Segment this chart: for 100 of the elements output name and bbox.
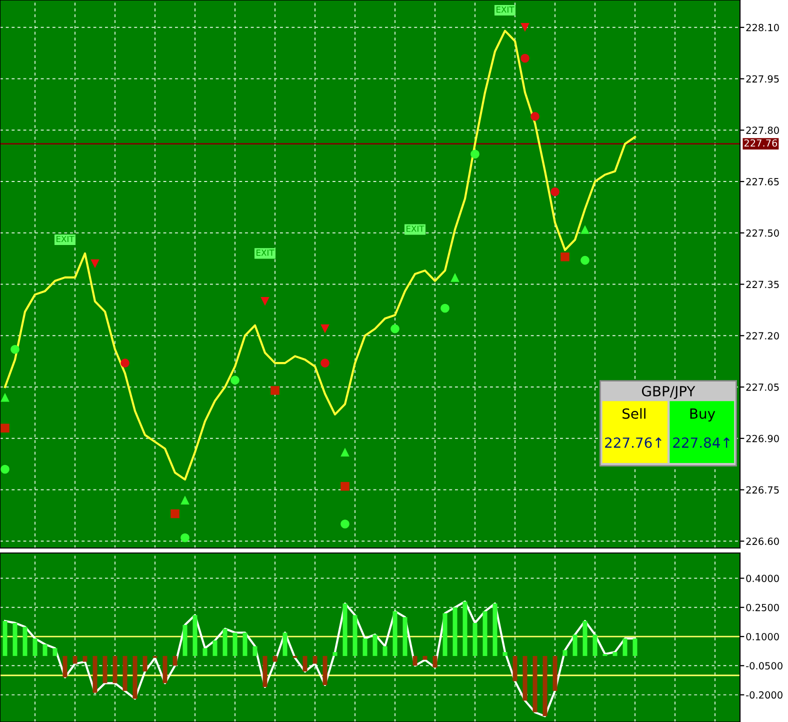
bar <box>452 607 458 656</box>
bar <box>32 638 38 656</box>
bar <box>52 648 58 656</box>
bar <box>262 656 268 688</box>
point <box>340 520 350 528</box>
y-tick-label: 227.05 <box>746 384 779 391</box>
y-tick-label: 0.4000 <box>746 574 779 582</box>
bar <box>182 624 188 656</box>
bar <box>42 644 48 656</box>
point <box>90 259 100 268</box>
point <box>320 324 330 334</box>
bar <box>62 656 68 678</box>
y-tick-label: 226.90 <box>746 434 779 442</box>
point <box>180 533 190 542</box>
bar <box>112 656 118 684</box>
point <box>170 509 180 518</box>
point <box>180 496 190 504</box>
bar <box>212 640 218 656</box>
bar <box>612 652 618 656</box>
bar <box>352 615 358 656</box>
bar <box>442 613 448 656</box>
y-tick-label: 227.35 <box>746 280 779 288</box>
bar <box>272 656 278 662</box>
y-tick-label: -0.2000 <box>746 691 782 699</box>
point <box>450 273 460 282</box>
point <box>550 187 560 196</box>
bar <box>392 611 398 656</box>
bar <box>582 620 588 656</box>
point <box>10 344 20 354</box>
y-tick-label: 227.80 <box>746 126 779 134</box>
point <box>440 304 450 313</box>
bar <box>372 634 378 656</box>
line-series <box>4 600 636 718</box>
bar <box>192 615 198 656</box>
annotation: Sell <box>622 408 646 419</box>
bar <box>472 622 478 656</box>
point <box>470 150 480 159</box>
bar <box>562 650 568 656</box>
point <box>120 358 130 368</box>
y-tick-label: 226.60 <box>746 538 779 545</box>
bar <box>492 604 498 656</box>
ref-line-label: 227.76 <box>744 139 778 147</box>
y-tick-label: 227.20 <box>746 332 779 340</box>
bar <box>522 656 528 701</box>
bar <box>402 617 408 656</box>
bar <box>502 652 508 656</box>
bar <box>532 656 538 712</box>
bar <box>132 656 138 699</box>
bar <box>202 648 208 656</box>
bar <box>632 638 638 656</box>
y-tick-label: 0.2500 <box>746 604 779 612</box>
bar <box>82 656 88 662</box>
bar <box>332 652 338 656</box>
bar <box>72 656 78 664</box>
y-tick-label: 227.65 <box>746 178 779 186</box>
point <box>520 23 530 32</box>
annotation: 227.76↑ <box>605 437 662 448</box>
bar <box>252 646 258 656</box>
bar <box>22 626 28 656</box>
point <box>530 112 540 121</box>
point <box>390 324 400 334</box>
bar <box>12 622 18 656</box>
point <box>230 376 240 385</box>
y-tick-label: 227.50 <box>746 229 779 237</box>
bar <box>482 611 488 656</box>
bar <box>302 656 308 672</box>
bar <box>222 628 228 656</box>
bar <box>142 656 148 672</box>
bar <box>462 602 468 656</box>
bar <box>242 632 248 656</box>
point <box>0 464 10 474</box>
point <box>260 297 270 306</box>
bar <box>162 656 168 684</box>
bar <box>422 656 428 660</box>
bar <box>382 646 388 656</box>
point <box>520 54 530 63</box>
bar <box>92 656 98 693</box>
bar <box>2 620 8 656</box>
bar <box>342 604 348 656</box>
y-tick-label: 0.1000 <box>746 633 779 640</box>
y-tick-label: 228.10 <box>746 24 779 32</box>
point <box>340 482 350 491</box>
bar <box>412 656 418 666</box>
bar <box>572 634 578 656</box>
annotation: Buy <box>690 408 716 422</box>
annotation: 227.84↑ <box>673 437 730 448</box>
point <box>560 252 570 262</box>
point <box>580 225 590 234</box>
y-tick-label: 227.95 <box>746 75 779 83</box>
bar <box>362 638 368 656</box>
bar <box>512 656 518 682</box>
point <box>0 424 10 433</box>
y-tick-label: 226.75 <box>746 486 779 494</box>
bar <box>232 632 238 656</box>
bar <box>172 656 178 666</box>
bar <box>102 656 108 684</box>
y-tick-label: -0.0500 <box>746 662 782 670</box>
point <box>340 448 350 456</box>
bar <box>312 656 318 664</box>
bar <box>552 656 558 691</box>
